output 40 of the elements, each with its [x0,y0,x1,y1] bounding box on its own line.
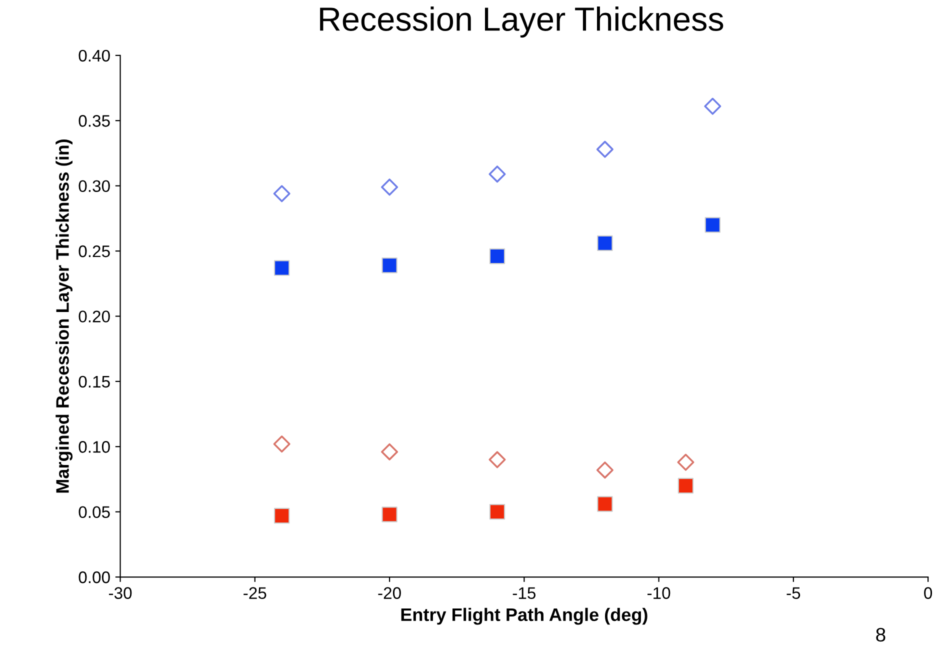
point [677,454,694,471]
point [704,98,722,115]
point [273,185,290,202]
x-tick-label: -30 [108,587,132,599]
y-tick-label: 0.35 [78,115,110,127]
x-tick-label: -5 [786,587,800,599]
point [489,504,506,520]
point [381,178,398,196]
y-tick-label: 0.10 [78,441,110,453]
chart-title: Recession Layer Thickness [320,6,724,38]
y-tick-label: 0.25 [78,245,110,258]
x-axis-title: Entry Flight Path Angle (deg) [401,608,648,625]
point [678,478,694,494]
point [273,436,290,453]
x-tick-label: 0 [924,587,932,599]
point [274,260,290,276]
text: 8 [876,628,886,642]
point [382,258,398,274]
point [488,166,506,183]
point [488,451,506,468]
point [596,140,614,158]
y-tick-label: 0.00 [78,571,110,584]
x-tick-label: -25 [244,587,266,599]
point [489,248,506,264]
y-axis-title: Margined Recession Layer Thickness (in) [56,140,73,493]
point [704,217,720,233]
point [596,462,614,479]
y-tick-label: 0.15 [78,376,110,388]
x-tick-label: -10 [647,587,670,599]
y-tick-label: 0.40 [78,50,110,62]
point [597,235,613,252]
point [381,443,398,460]
point [382,506,398,522]
y-tick-label: 0.05 [78,506,110,518]
y-tick-label: 0.20 [78,310,110,322]
x-tick-label: -20 [378,587,401,599]
x-tick-label: -15 [512,587,536,599]
point [274,508,290,524]
point [597,496,613,512]
y-tick-label: 0.30 [78,180,110,192]
